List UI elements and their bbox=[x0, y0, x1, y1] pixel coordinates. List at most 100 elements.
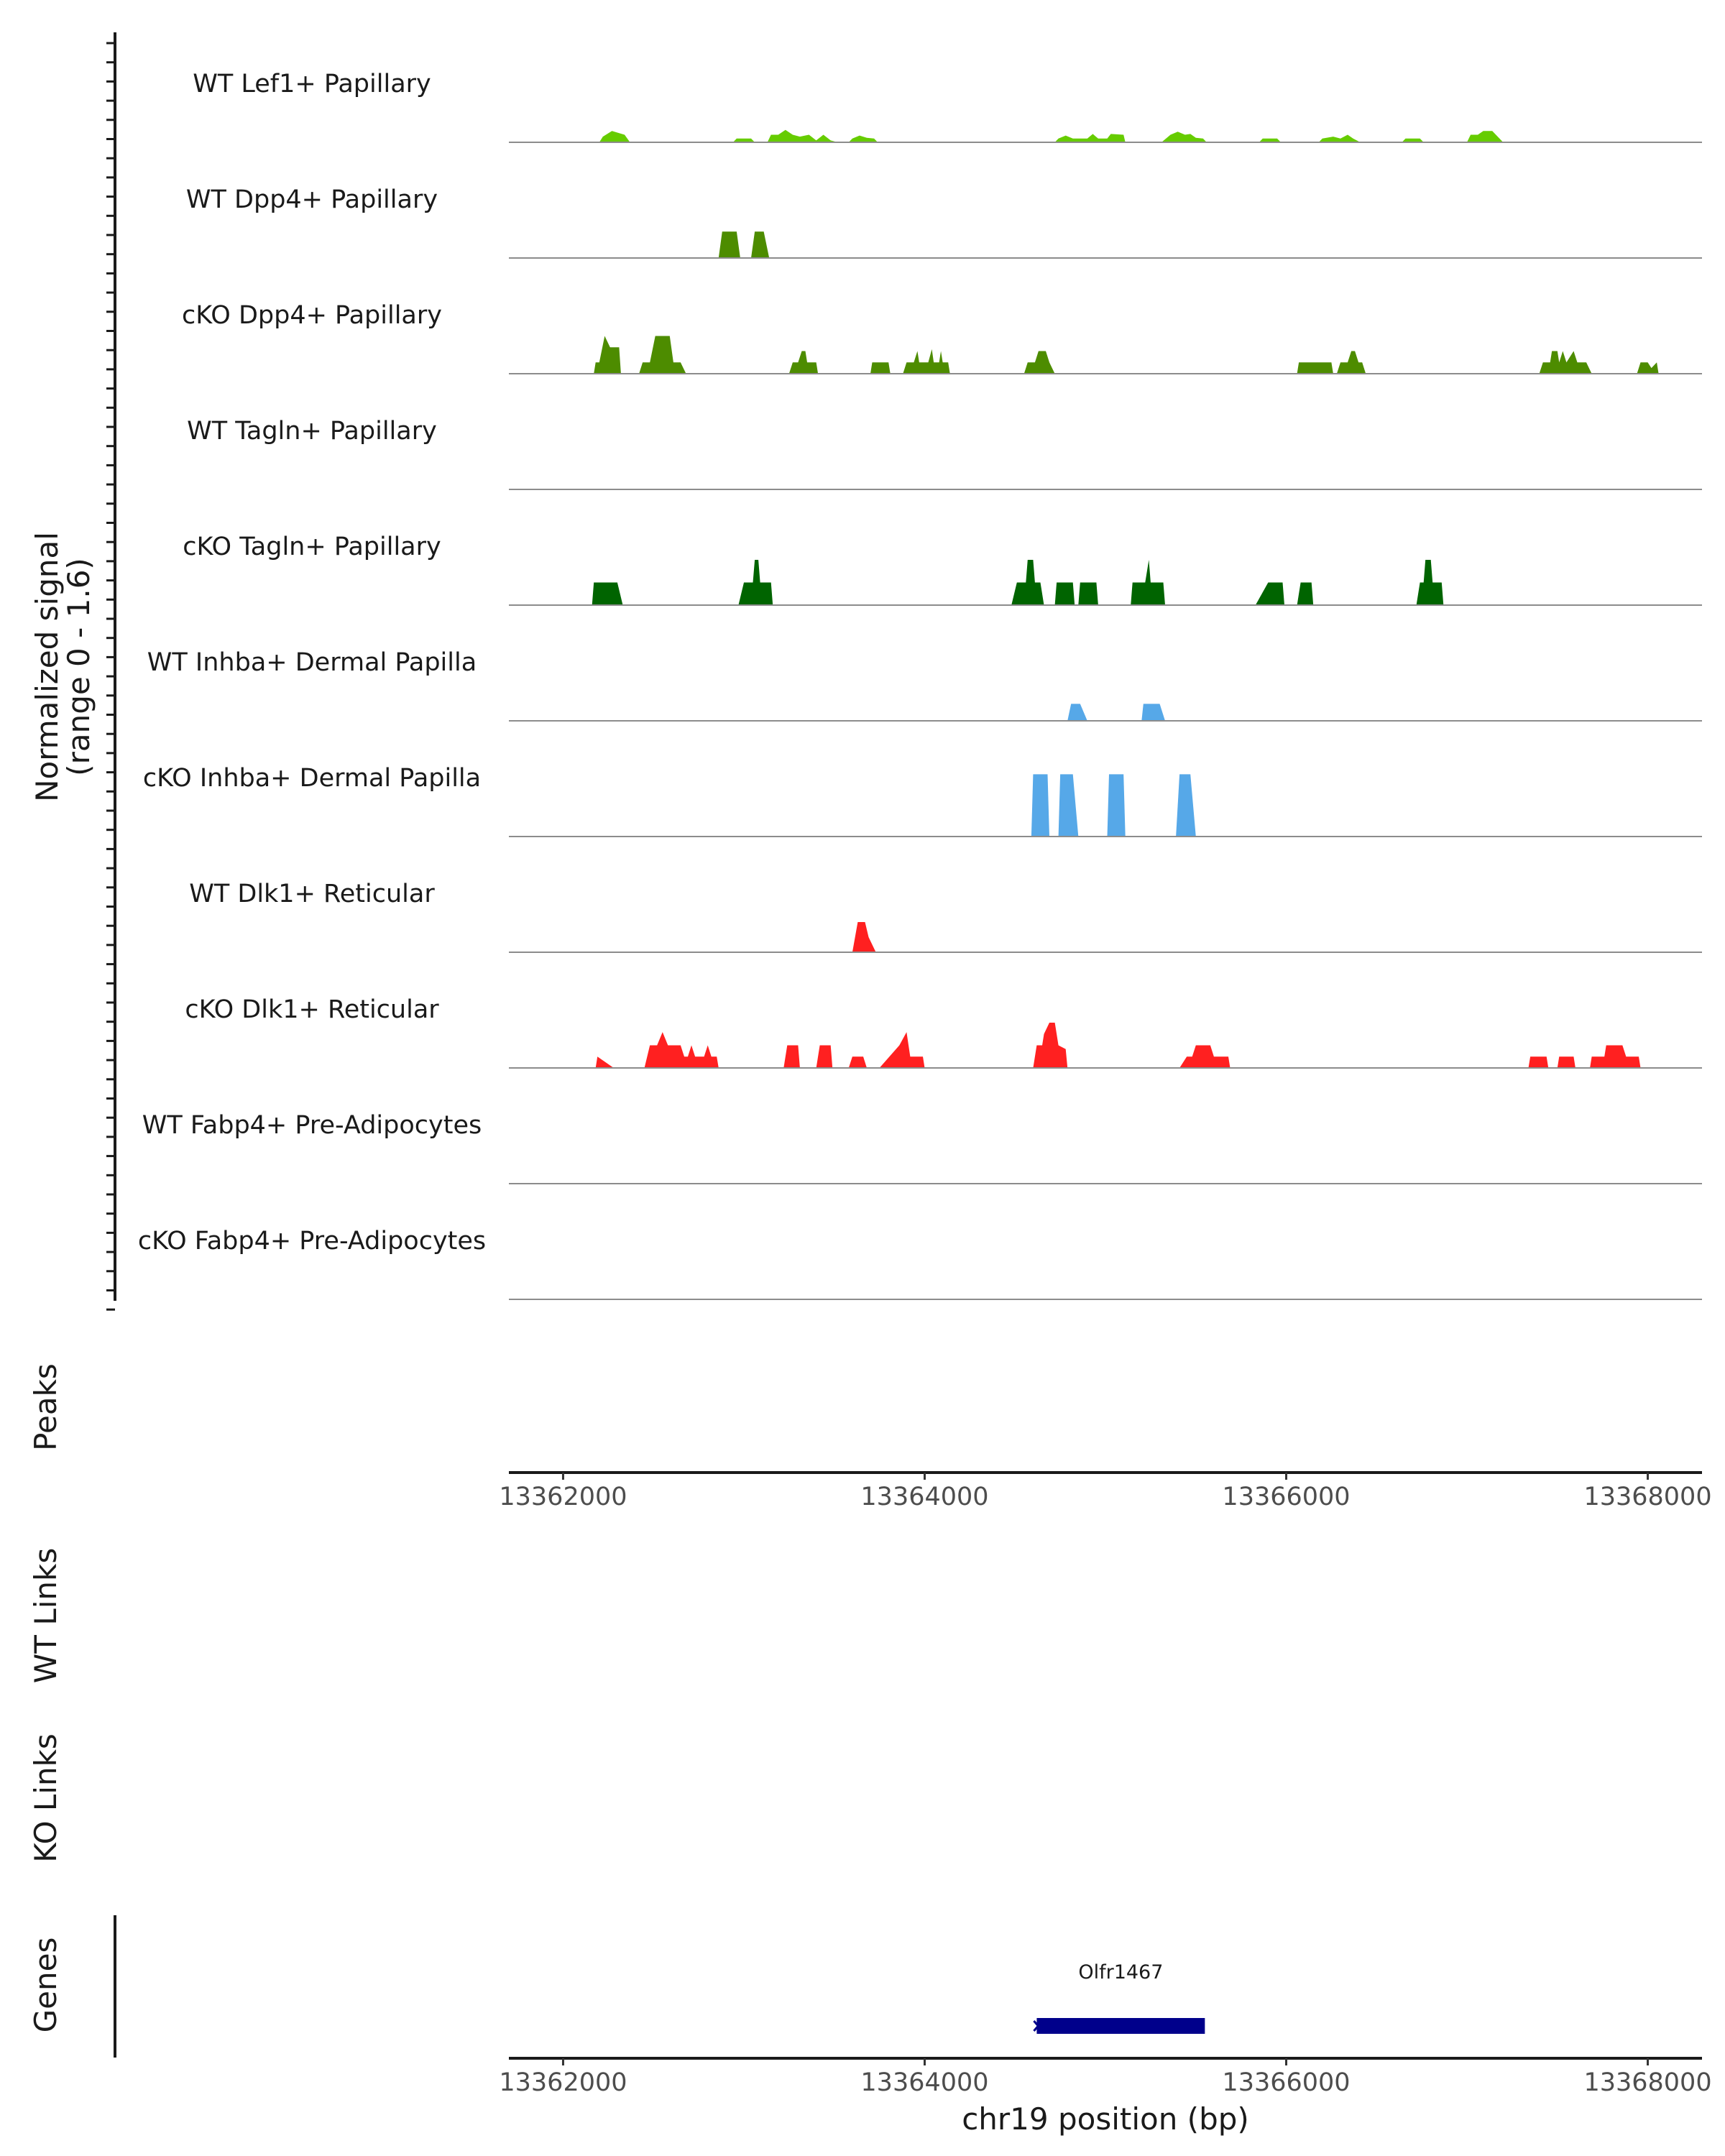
ko-links-panel-title: KO Links bbox=[28, 1733, 63, 1863]
gene-body bbox=[1036, 2018, 1205, 2034]
coverage-peak bbox=[1402, 138, 1424, 142]
coverage-track: WT Inhba+ Dermal Papilla bbox=[147, 648, 1702, 722]
coverage-peak bbox=[1024, 351, 1055, 374]
coverage-track: cKO Dlk1+ Reticular bbox=[185, 995, 1702, 1069]
coverage-peak bbox=[1054, 134, 1126, 142]
track-label: WT Dpp4+ Papillary bbox=[186, 185, 438, 214]
coverage-peak bbox=[1255, 582, 1284, 605]
peaks-panel: Peaks 13362000 13364000 13366000 13368000 bbox=[28, 1363, 1712, 1511]
track-label: WT Dlk1+ Reticular bbox=[189, 880, 435, 908]
coverage-ylabel: Normalized signal bbox=[29, 532, 65, 802]
coverage-track: cKO Tagln+ Papillary bbox=[183, 533, 1702, 606]
coverage-peak bbox=[1078, 582, 1098, 605]
coverage-peak bbox=[1467, 131, 1504, 142]
coverage-peak bbox=[783, 1045, 800, 1068]
track-label: WT Fabp4+ Pre-Adipocytes bbox=[142, 1111, 482, 1140]
coverage-tracks: WT Lef1+ Papillary WT Dpp4+ Papillary cKO … bbox=[138, 70, 1702, 1300]
genes-panel-title: Genes bbox=[28, 1938, 63, 2033]
track-label: cKO Inhba+ Dermal Papilla bbox=[143, 764, 481, 793]
coverage-ylabel-range: (range 0 - 1.6) bbox=[61, 558, 96, 776]
coverage-peak bbox=[1179, 1045, 1230, 1068]
coverage-peak bbox=[1058, 774, 1079, 837]
x-tick-label: 13368000 bbox=[1583, 1483, 1711, 1511]
coverage-peak bbox=[1336, 351, 1366, 374]
coverage-track: WT Lef1+ Papillary bbox=[193, 70, 1702, 143]
track-label: cKO Fabp4+ Pre-Adipocytes bbox=[138, 1227, 486, 1256]
genes-x-axis-ticks: 13362000 13364000 13366000 13368000 bbox=[499, 2058, 1712, 2097]
coverage-track: WT Fabp4+ Pre-Adipocytes bbox=[142, 1111, 1702, 1184]
coverage-peak bbox=[1176, 774, 1196, 837]
x-tick-label: 13364000 bbox=[860, 1483, 988, 1511]
coverage-peak bbox=[1011, 560, 1044, 605]
coverage-peak bbox=[816, 1045, 833, 1068]
track-label: WT Inhba+ Dermal Papilla bbox=[147, 648, 477, 677]
x-tick-label: 13366000 bbox=[1222, 2068, 1350, 2097]
coverage-y-ticks bbox=[106, 42, 115, 1311]
coverage-peak bbox=[1033, 1023, 1068, 1068]
coverage-peak bbox=[848, 1056, 867, 1068]
coverage-peak bbox=[1590, 1045, 1641, 1068]
gene-models: Olfr1467 bbox=[1033, 1961, 1205, 2034]
coverage-track: WT Dlk1+ Reticular bbox=[189, 880, 1702, 953]
coverage-peak bbox=[1054, 582, 1075, 605]
coverage-track: WT Tagln+ Papillary bbox=[187, 417, 1702, 490]
peaks-x-axis-ticks: 13362000 13364000 13366000 13368000 bbox=[499, 1473, 1712, 1511]
coverage-peak bbox=[1318, 134, 1361, 142]
coverage-peak bbox=[788, 351, 819, 374]
coverage-peak bbox=[1067, 704, 1087, 721]
track-label: cKO Dpp4+ Papillary bbox=[182, 301, 442, 330]
x-axis-title: chr19 position (bp) bbox=[962, 2101, 1249, 2137]
coverage-peak bbox=[1539, 351, 1592, 374]
coverage-peak bbox=[1297, 582, 1314, 605]
coverage-track: WT Dpp4+ Papillary bbox=[186, 185, 1702, 259]
x-tick-label: 13366000 bbox=[1222, 1483, 1350, 1511]
coverage-peak bbox=[767, 129, 838, 142]
genes-panel: Genes Olfr1467 13362000 13364000 13366000 1… bbox=[28, 1915, 1712, 2137]
coverage-peak bbox=[1131, 560, 1165, 605]
track-label: WT Tagln+ Papillary bbox=[187, 417, 437, 446]
coverage-y-axis-title: Normalized signal (range 0 - 1.6) bbox=[29, 532, 96, 802]
coverage-peak bbox=[718, 231, 740, 258]
coverage-peak bbox=[1259, 138, 1281, 142]
track-label: cKO Tagln+ Papillary bbox=[183, 533, 441, 561]
coverage-peak bbox=[903, 349, 950, 374]
coverage-peak bbox=[1416, 560, 1444, 605]
coverage-peak bbox=[1637, 362, 1659, 374]
coverage-peak bbox=[852, 922, 876, 952]
coverage-peak bbox=[599, 131, 630, 142]
coverage-peak bbox=[1528, 1056, 1549, 1068]
coverage-peak bbox=[1162, 132, 1207, 142]
coverage-peak bbox=[1141, 704, 1165, 721]
x-tick-label: 13362000 bbox=[499, 1483, 627, 1511]
coverage-panel: Normalized signal (range 0 - 1.6) WT Lef… bbox=[29, 32, 1702, 1311]
coverage-peak bbox=[595, 1056, 614, 1068]
coverage-peak bbox=[732, 138, 755, 142]
gene-model: Olfr1467 bbox=[1033, 1961, 1205, 2034]
coverage-peak bbox=[1557, 1056, 1576, 1068]
gene-strand-arrow bbox=[1033, 2020, 1044, 2032]
coverage-peak bbox=[592, 582, 623, 605]
track-label: cKO Dlk1+ Reticular bbox=[185, 995, 439, 1024]
x-tick-label: 13364000 bbox=[860, 2068, 988, 2097]
coverage-peak bbox=[1107, 774, 1126, 837]
coverage-peak bbox=[1297, 362, 1333, 374]
coverage-peak bbox=[639, 336, 686, 374]
coverage-peak bbox=[594, 336, 621, 374]
coverage-peak bbox=[879, 1032, 925, 1068]
track-label: WT Lef1+ Papillary bbox=[193, 70, 431, 98]
coverage-peak bbox=[848, 135, 878, 142]
x-tick-label: 13362000 bbox=[499, 2068, 627, 2097]
coverage-peak bbox=[870, 362, 891, 374]
coverage-track: cKO Fabp4+ Pre-Adipocytes bbox=[138, 1227, 1702, 1300]
gene-label: Olfr1467 bbox=[1078, 1961, 1163, 1984]
coverage-peak bbox=[751, 231, 770, 258]
coverage-track: cKO Inhba+ Dermal Papilla bbox=[143, 764, 1702, 837]
peaks-panel-title: Peaks bbox=[28, 1363, 63, 1451]
coverage-peak bbox=[644, 1032, 719, 1068]
x-tick-label: 13368000 bbox=[1583, 2068, 1711, 2097]
coverage-track: cKO Dpp4+ Papillary bbox=[182, 301, 1702, 374]
coverage-peak bbox=[738, 560, 773, 605]
coverage-peak bbox=[1031, 774, 1049, 837]
wt-links-panel-title: WT Links bbox=[28, 1548, 63, 1683]
